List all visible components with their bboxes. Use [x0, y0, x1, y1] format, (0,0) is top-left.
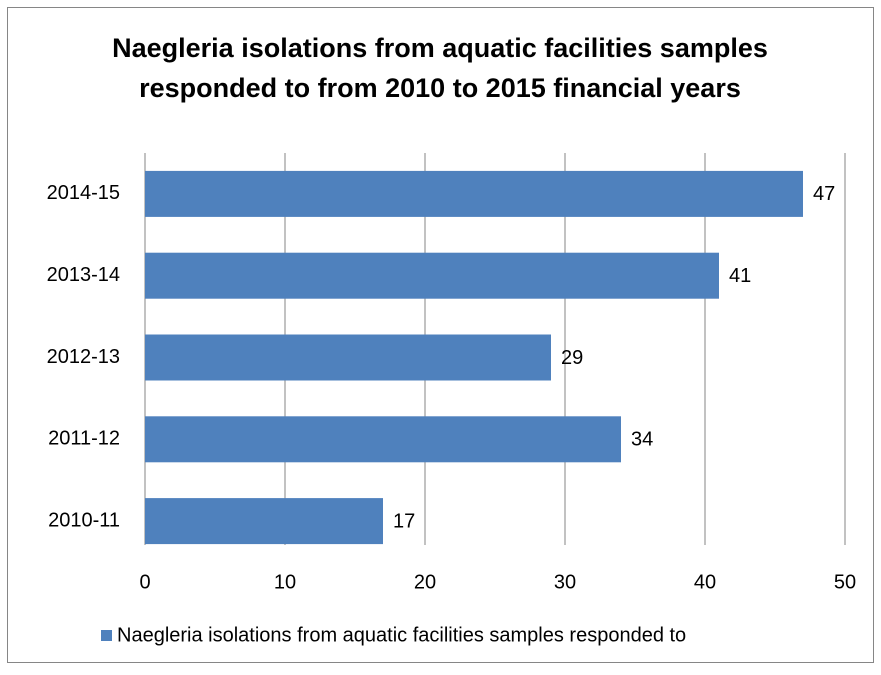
bar	[145, 334, 551, 381]
y-tick-label: 2012-13	[47, 346, 120, 368]
x-tick-label: 40	[694, 571, 716, 593]
bar	[145, 170, 803, 217]
bar	[145, 252, 719, 299]
x-tick-label: 30	[554, 571, 576, 593]
y-tick-label: 2011-12	[48, 428, 120, 450]
legend-swatch	[101, 630, 112, 641]
x-tick-label: 50	[834, 571, 856, 593]
x-tick-label: 10	[274, 571, 296, 593]
chart-title: Naegleria isolations from aquatic facili…	[112, 33, 768, 63]
bar	[145, 498, 383, 545]
legend-label: Naegleria isolations from aquatic facili…	[117, 624, 686, 646]
x-tick-label: 20	[414, 571, 436, 593]
data-label: 41	[729, 265, 751, 287]
data-label: 29	[561, 347, 583, 369]
bar	[145, 416, 621, 463]
y-tick-label: 2013-14	[47, 264, 120, 286]
data-label: 34	[631, 429, 653, 451]
y-tick-label: 2014-15	[47, 182, 120, 204]
y-tick-label: 2010-11	[48, 509, 120, 531]
chart-title: responded to from 2010 to 2015 financial…	[139, 73, 741, 103]
data-label: 17	[393, 510, 415, 532]
x-tick-label: 0	[139, 571, 150, 593]
data-label: 47	[813, 183, 835, 205]
